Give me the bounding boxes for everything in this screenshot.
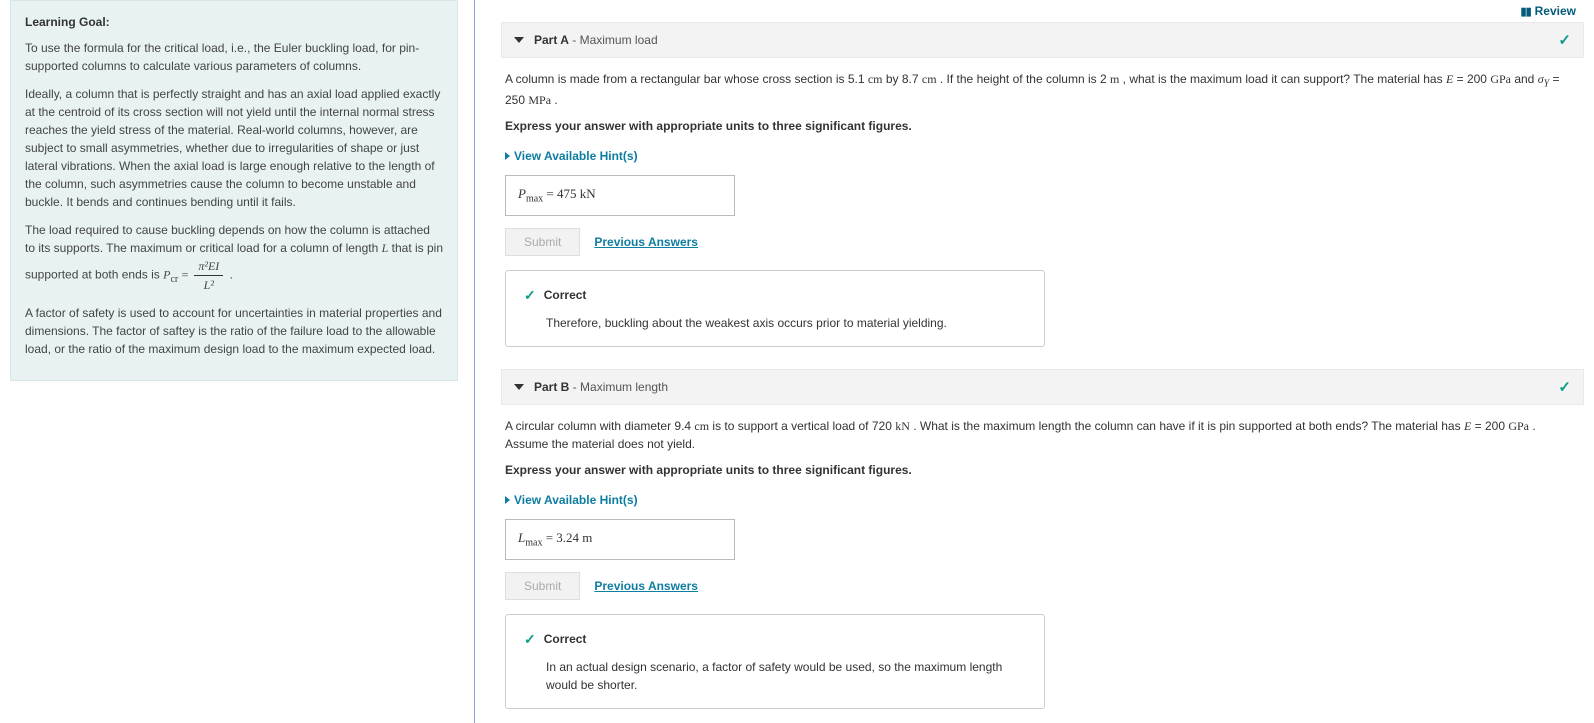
part-a-title-wrap: Part A - Maximum load: [534, 33, 658, 47]
part-b-hints-toggle[interactable]: View Available Hint(s): [505, 491, 638, 509]
review-icon: ▮▮: [1521, 6, 1531, 18]
part-a-answer-value: 475 kN: [557, 186, 596, 201]
learning-goal-para2: Ideally, a column that is perfectly stra…: [25, 85, 443, 211]
learning-goal-title: Learning Goal:: [25, 13, 443, 31]
correct-check-icon: ✓: [524, 285, 536, 306]
part-a-header[interactable]: Part A - Maximum load ✓: [501, 22, 1584, 58]
part-a-feedback-box: ✓ Correct Therefore, buckling about the …: [505, 270, 1045, 347]
qa-end: .: [551, 93, 558, 107]
part-b-subtitle: - Maximum length: [573, 380, 668, 394]
caret-right-icon: [505, 496, 510, 504]
part-b-instruction: Express your answer with appropriate uni…: [505, 461, 1580, 479]
qa2: by 8.7: [883, 72, 922, 86]
part-a-submit-button[interactable]: Submit: [505, 228, 580, 256]
qb1: A circular column with diameter 9.4: [505, 419, 694, 433]
learning-goal-para4: A factor of safety is used to account fo…: [25, 304, 443, 358]
vertical-divider: [474, 0, 475, 723]
part-b-label: Part B: [534, 380, 569, 394]
main-content: ▮▮ Review Part A - Maximum load ✓ A colum…: [481, 0, 1594, 723]
qa-m: m: [1110, 72, 1119, 86]
part-a-button-row: Submit Previous Answers: [505, 228, 1580, 256]
part-b-header-left: Part B - Maximum length: [514, 380, 668, 394]
part-b-correct-label: Correct: [544, 630, 587, 648]
qa-Eval: = 200: [1453, 72, 1490, 86]
part-b-button-row: Submit Previous Answers: [505, 572, 1580, 600]
lg3-pre: The load required to cause buckling depe…: [25, 223, 430, 255]
part-a-label: Part A: [534, 33, 569, 47]
part-a-answer-sub: max: [526, 194, 543, 205]
part-b-answer-eq: =: [546, 530, 557, 545]
lg3-num: π²EI: [194, 257, 223, 276]
caret-right-icon: [505, 152, 510, 160]
lg3-end: .: [226, 268, 233, 282]
learning-goal-para3: The load required to cause buckling depe…: [25, 221, 443, 294]
part-a-hints-label: View Available Hint(s): [514, 147, 638, 165]
part-b-feedback-title: ✓ Correct: [524, 629, 1026, 650]
qa-cm2: cm: [922, 72, 937, 86]
part-b-answer-value: 3.24 m: [556, 530, 592, 545]
part-a-subtitle: - Maximum load: [572, 33, 657, 47]
part-b-body: A circular column with diameter 9.4 cm i…: [501, 405, 1584, 713]
learning-goal-box: Learning Goal: To use the formula for th…: [10, 0, 458, 381]
part-b-status-check-icon: ✓: [1558, 378, 1571, 396]
qb-GPa: GPa: [1508, 419, 1529, 433]
part-a-correct-label: Correct: [544, 286, 587, 304]
part-b: Part B - Maximum length ✓ A circular col…: [501, 369, 1584, 713]
part-a-body: A column is made from a rectangular bar …: [501, 58, 1584, 351]
part-a-question: A column is made from a rectangular bar …: [505, 70, 1580, 109]
correct-check-icon: ✓: [524, 629, 536, 650]
part-b-question: A circular column with diameter 9.4 cm i…: [505, 417, 1580, 453]
part-b-title-wrap: Part B - Maximum length: [534, 380, 668, 394]
qb2: is to support a vertical load of 720: [709, 419, 895, 433]
qa4: , what is the maximum load it can suppor…: [1119, 72, 1446, 86]
collapse-icon[interactable]: [514, 37, 524, 43]
lg3-den: L²: [194, 276, 223, 294]
part-a-answer-eq: =: [546, 186, 557, 201]
part-a-feedback-text: Therefore, buckling about the weakest ax…: [524, 314, 1026, 332]
part-a-previous-answers-link[interactable]: Previous Answers: [594, 233, 698, 251]
qa-cm1: cm: [868, 72, 883, 86]
part-b-answer-sub: max: [525, 538, 542, 549]
part-b-header[interactable]: Part B - Maximum length ✓: [501, 369, 1584, 405]
part-a-subtitle-text: Maximum load: [580, 33, 658, 47]
qa-GPa: GPa: [1490, 72, 1511, 86]
lg3-fraction: π²EI L²: [194, 257, 223, 294]
part-b-hints-label: View Available Hint(s): [514, 491, 638, 509]
part-a-hints-toggle[interactable]: View Available Hint(s): [505, 147, 638, 165]
part-a-answer-symbol: P: [518, 186, 526, 201]
lg3-equals: =: [182, 268, 192, 282]
part-a: Part A - Maximum load ✓ A column is made…: [501, 22, 1584, 351]
qa3: . If the height of the column is 2: [937, 72, 1110, 86]
part-a-status-check-icon: ✓: [1558, 31, 1571, 49]
qb3: . What is the maximum length the column …: [910, 419, 1464, 433]
lg3-Pcr-sub: cr: [170, 274, 178, 285]
part-a-header-left: Part A - Maximum load: [514, 33, 658, 47]
part-b-subtitle-text: Maximum length: [580, 380, 668, 394]
qb-cm: cm: [694, 419, 709, 433]
qb-kN: kN: [895, 419, 910, 433]
qa5: and: [1511, 72, 1538, 86]
review-link-row: ▮▮ Review: [501, 4, 1584, 18]
learning-goal-para1: To use the formula for the critical load…: [25, 39, 443, 75]
part-a-answer-box: Pmax = 475 kN: [505, 175, 735, 216]
part-b-feedback-text: In an actual design scenario, a factor o…: [524, 658, 1026, 694]
qa-MPa: MPa: [528, 93, 551, 107]
qa1: A column is made from a rectangular bar …: [505, 72, 868, 86]
part-b-answer-box: Lmax = 3.24 m: [505, 519, 735, 560]
part-b-feedback-box: ✓ Correct In an actual design scenario, …: [505, 614, 1045, 709]
review-link[interactable]: Review: [1535, 4, 1576, 18]
qb-Eval: = 200: [1471, 419, 1508, 433]
part-b-submit-button[interactable]: Submit: [505, 572, 580, 600]
page-root: Learning Goal: To use the formula for th…: [0, 0, 1594, 723]
learning-goal-panel: Learning Goal: To use the formula for th…: [0, 0, 468, 723]
collapse-icon[interactable]: [514, 384, 524, 390]
part-a-instruction: Express your answer with appropriate uni…: [505, 117, 1580, 135]
part-a-feedback-title: ✓ Correct: [524, 285, 1026, 306]
part-b-previous-answers-link[interactable]: Previous Answers: [594, 577, 698, 595]
